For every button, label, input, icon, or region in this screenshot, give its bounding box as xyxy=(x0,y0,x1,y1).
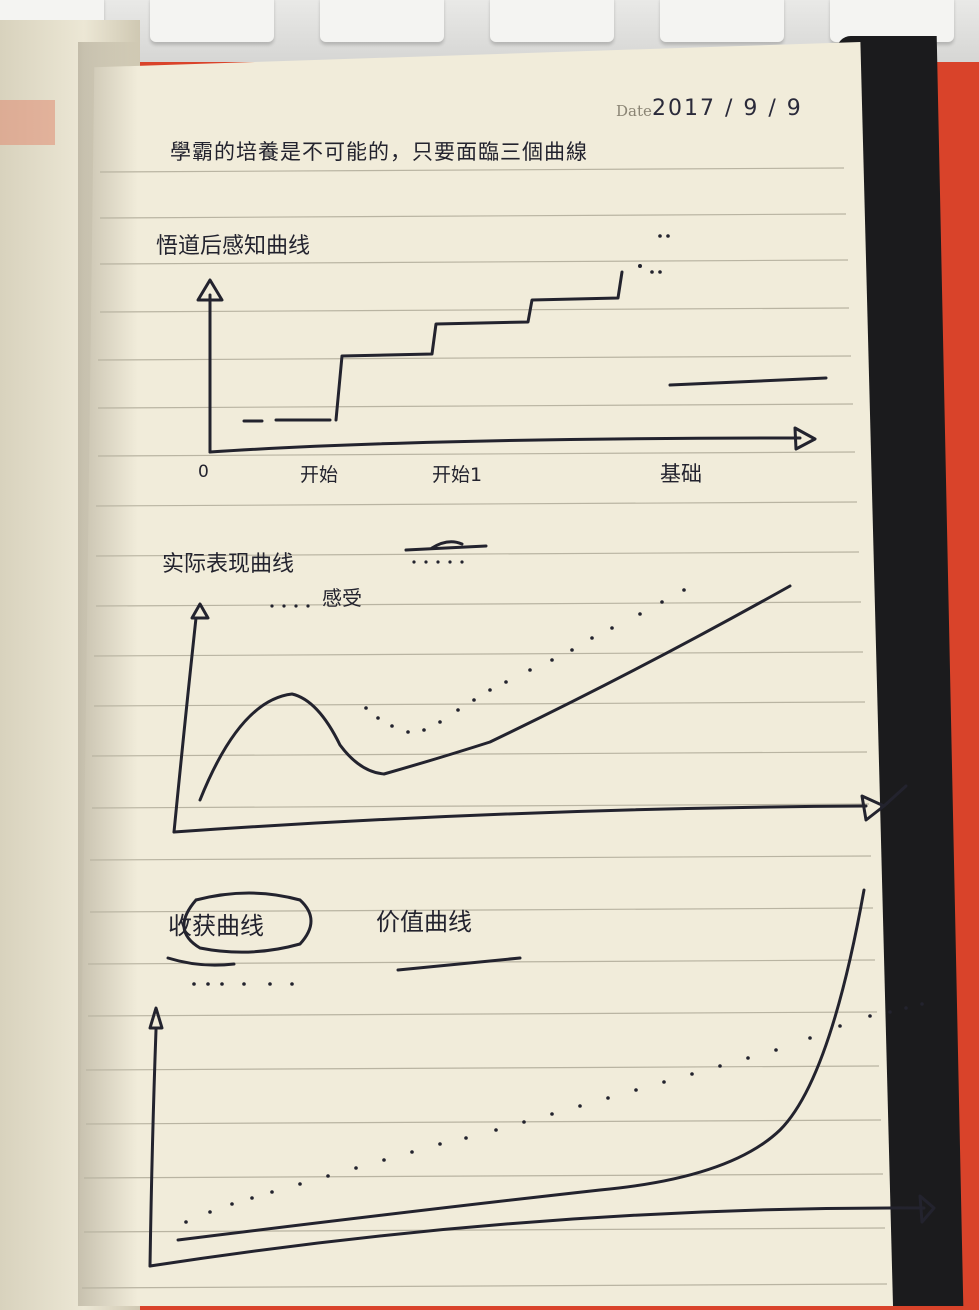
chart1-x-axis xyxy=(208,436,802,454)
sketch-2-performance-curve xyxy=(172,540,908,834)
chart1-tick-start: 开始 xyxy=(300,464,339,486)
keyboard xyxy=(0,0,979,62)
keyboard-key xyxy=(150,0,274,42)
chart1-side-line xyxy=(668,376,828,387)
keyboard-key xyxy=(490,0,614,42)
sketch-1-step-curve xyxy=(196,270,828,454)
chart1-tick-basis: 基础 xyxy=(660,462,702,486)
section3-heading2: 价值曲线 xyxy=(376,908,472,936)
sketch-3-dots xyxy=(184,982,924,1224)
chart3-heading-underline xyxy=(166,956,236,967)
chart3-heading2-underline xyxy=(396,956,522,972)
chart2-heading-underline xyxy=(404,544,488,552)
ruled-lines xyxy=(81,167,888,1289)
chart1-dash xyxy=(242,418,332,423)
keyboard-key xyxy=(660,0,784,42)
chart3-heading-circle xyxy=(182,891,313,954)
left-page-stripe xyxy=(0,100,55,145)
chart1-tick-start1: 开始1 xyxy=(432,464,483,486)
section3-heading: 收获曲线 xyxy=(168,912,264,940)
chart1-steps xyxy=(334,270,624,422)
chart2-y-arrow xyxy=(190,602,210,620)
page-title: 學霸的培養是不可能的，只要面臨三個曲線 xyxy=(170,140,588,164)
page-gutter-shadow xyxy=(78,42,138,1306)
date-label: Date xyxy=(616,102,652,120)
section2-note: 感受 xyxy=(322,586,362,610)
sketch-1-dots xyxy=(638,234,670,274)
chart3-y-axis xyxy=(148,1028,158,1268)
keyboard-key xyxy=(830,0,954,42)
sketch-3-value-curve xyxy=(148,888,936,1268)
sketch-2-dots xyxy=(270,560,686,734)
chart2-curve xyxy=(198,584,792,802)
chart3-x-arrow xyxy=(918,1194,936,1224)
chart2-y-axis xyxy=(172,616,198,834)
chart1-tick-origin: 0 xyxy=(198,462,209,482)
chart1-y-arrow xyxy=(196,278,224,302)
chart3-curve xyxy=(176,888,866,1242)
notebook-page xyxy=(78,42,893,1306)
chart3-y-arrow xyxy=(148,1006,164,1030)
section2-heading: 实际表现曲线 xyxy=(162,552,295,577)
date-value: 2017 / 9 / 9 xyxy=(652,96,803,121)
keyboard-key xyxy=(320,0,444,42)
chart1-x-arrow xyxy=(793,426,817,451)
chart2-x-arrow xyxy=(860,784,908,822)
section1-heading: 悟道后感知曲线 xyxy=(156,234,311,259)
chart3-x-axis xyxy=(148,1206,926,1268)
chart2-heading-loop xyxy=(430,540,464,550)
chart2-x-axis xyxy=(172,804,868,834)
